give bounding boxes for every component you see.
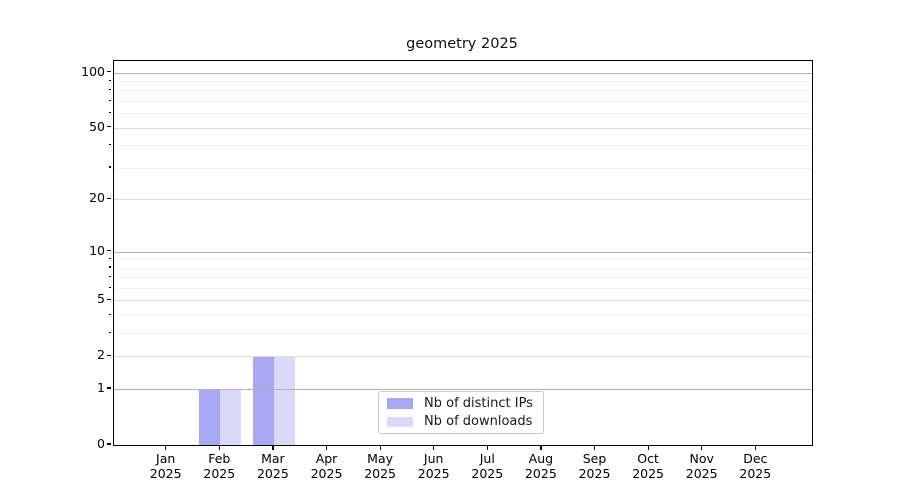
y-tick-mark bbox=[106, 387, 112, 389]
y-gridline-9 bbox=[114, 259, 812, 261]
legend-label-downloads: Nb of downloads bbox=[424, 414, 533, 430]
y-minor-tick-mark bbox=[108, 313, 112, 315]
y-minor-tick-mark bbox=[108, 257, 112, 260]
x-tick-label-jul: Jul 2025 bbox=[471, 451, 504, 481]
y-gridline-7 bbox=[114, 277, 812, 279]
y-gridline-1 bbox=[114, 389, 812, 391]
y-tick-mark bbox=[106, 443, 112, 445]
y-minor-tick-mark bbox=[108, 166, 112, 168]
x-tick-label-aug: Aug 2025 bbox=[524, 451, 557, 481]
y-gridline-6 bbox=[114, 288, 812, 289]
legend: Nb of distinct IPs Nb of downloads bbox=[378, 391, 544, 434]
legend-entry-downloads: Nb of downloads bbox=[387, 413, 535, 432]
y-tick-mark bbox=[106, 298, 112, 301]
y-minor-tick-mark bbox=[108, 111, 112, 114]
bar-downloads-feb bbox=[220, 389, 242, 445]
y-gridline-30 bbox=[114, 167, 812, 169]
bar-distinct-ips-feb bbox=[199, 389, 221, 445]
y-gridline-80 bbox=[114, 90, 812, 92]
y-tick-mark bbox=[106, 126, 112, 128]
chart-title: geometry 2025 bbox=[406, 36, 518, 52]
legend-swatch-downloads bbox=[387, 416, 413, 427]
y-gridline-50 bbox=[114, 127, 812, 129]
y-gridline-10 bbox=[114, 251, 812, 253]
y-tick-label-1: 1 bbox=[97, 380, 105, 396]
y-minor-tick-mark bbox=[108, 99, 112, 101]
legend-entry-distinct-ips: Nb of distinct IPs bbox=[387, 394, 535, 413]
y-gridline-8 bbox=[114, 267, 812, 269]
y-tick-label-0: 0 bbox=[97, 436, 105, 451]
bar-downloads-mar bbox=[273, 356, 295, 445]
x-tick-mark bbox=[754, 445, 756, 451]
y-minor-tick-mark bbox=[108, 88, 112, 91]
y-tick-label-100: 100 bbox=[81, 63, 105, 79]
y-gridline-90 bbox=[114, 81, 812, 83]
y-tick-mark bbox=[106, 354, 112, 357]
y-tick-mark bbox=[106, 249, 112, 252]
y-minor-tick-mark bbox=[108, 143, 112, 146]
y-minor-tick-mark bbox=[108, 331, 112, 333]
legend-label-distinct-ips: Nb of distinct IPs bbox=[424, 395, 533, 411]
x-tick-label-jun: Jun 2025 bbox=[417, 451, 450, 481]
bar-distinct-ips-mar bbox=[252, 356, 274, 445]
legend-swatch-distinct-ips bbox=[387, 398, 413, 409]
x-tick-label-jan: Jan 2025 bbox=[149, 451, 182, 481]
x-tick-mark bbox=[433, 445, 435, 451]
x-tick-mark bbox=[593, 445, 596, 451]
x-tick-label-nov: Nov 2025 bbox=[685, 451, 718, 481]
y-tick-label-50: 50 bbox=[89, 118, 105, 134]
y-gridline-4 bbox=[114, 315, 812, 317]
y-tick-label-10: 10 bbox=[89, 242, 105, 258]
x-tick-mark bbox=[218, 445, 220, 451]
y-gridline-60 bbox=[114, 113, 812, 115]
x-tick-mark bbox=[165, 445, 167, 451]
x-tick-label-mar: Mar 2025 bbox=[256, 451, 289, 481]
y-tick-mark bbox=[106, 71, 112, 73]
y-minor-tick-mark bbox=[108, 266, 112, 268]
x-tick-mark bbox=[647, 445, 649, 451]
x-tick-label-may: May 2025 bbox=[364, 451, 396, 481]
x-tick-label-oct: Oct 2025 bbox=[632, 451, 664, 481]
y-tick-label-20: 20 bbox=[89, 190, 105, 206]
plot-area bbox=[113, 60, 813, 446]
x-tick-label-sep: Sep 2025 bbox=[578, 451, 611, 481]
y-gridline-100 bbox=[114, 72, 812, 74]
x-tick-label-apr: Apr 2025 bbox=[310, 451, 343, 481]
x-tick-mark bbox=[540, 445, 542, 451]
y-tick-mark bbox=[106, 197, 112, 200]
x-tick-mark bbox=[379, 445, 381, 451]
x-tick-mark bbox=[325, 445, 328, 451]
x-tick-mark bbox=[701, 445, 703, 451]
x-tick-mark bbox=[486, 445, 488, 451]
y-minor-tick-mark bbox=[108, 79, 112, 81]
y-gridline-20 bbox=[114, 199, 812, 201]
x-tick-label-feb: Feb 2025 bbox=[203, 451, 236, 481]
y-tick-label-5: 5 bbox=[97, 291, 105, 307]
x-tick-label-dec: Dec 2025 bbox=[739, 451, 772, 481]
y-minor-tick-mark bbox=[108, 275, 112, 278]
x-tick-mark bbox=[272, 445, 274, 451]
y-gridline-5 bbox=[114, 300, 812, 302]
y-gridline-70 bbox=[114, 101, 812, 103]
y-gridline-3 bbox=[114, 333, 812, 335]
y-gridline-2 bbox=[114, 356, 812, 358]
y-gridline-40 bbox=[114, 145, 812, 147]
y-minor-tick-mark bbox=[108, 286, 112, 288]
y-tick-label-2: 2 bbox=[97, 347, 105, 363]
